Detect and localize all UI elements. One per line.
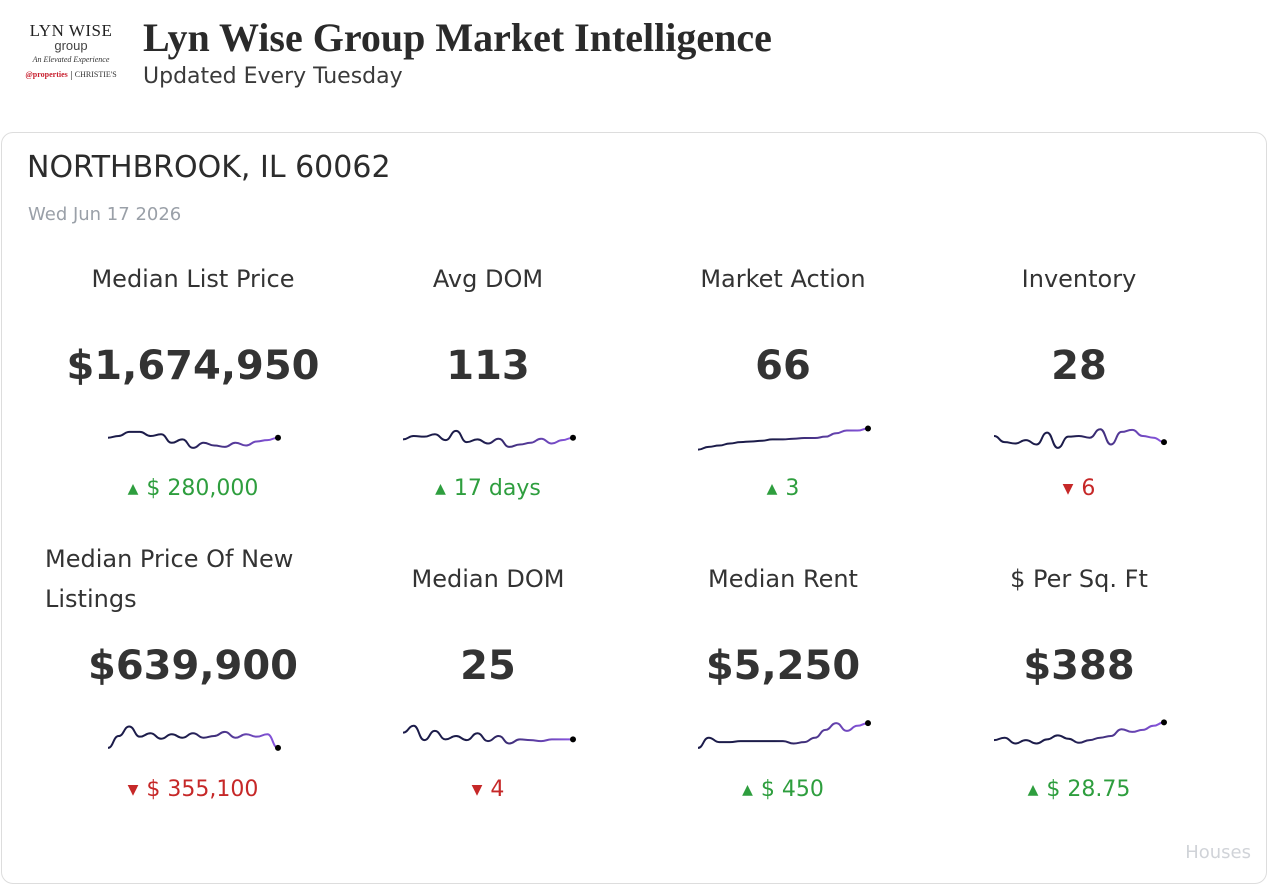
- property-type-label: Houses: [1185, 842, 1251, 863]
- sparkline-path: [697, 427, 869, 451]
- triangle-up-icon: ▲: [1027, 782, 1039, 798]
- sparkline-endpoint: [865, 720, 871, 727]
- metric-value: 113: [446, 343, 530, 389]
- metric-value: $5,250: [705, 643, 861, 689]
- sparkline-path: [402, 429, 574, 448]
- metric-value: 28: [1051, 343, 1107, 389]
- metric-label: Market Action: [700, 265, 866, 293]
- metric-sparkline: [635, 716, 931, 756]
- metric-value: 25: [460, 643, 516, 689]
- sparkline-path: [697, 722, 869, 749]
- metric-value: $388: [1023, 643, 1135, 689]
- metric-label: Avg DOM: [432, 265, 544, 293]
- metric-change: ▲ 17 days: [340, 475, 636, 503]
- metric-change-value: $ 280,000: [146, 476, 259, 501]
- sparkline-path: [993, 428, 1165, 449]
- triangle-down-icon: ▼: [471, 782, 483, 798]
- metric-change: ▲ $ 450: [635, 776, 931, 804]
- metric-change: ▲ 3: [635, 475, 931, 503]
- logo-tagline: An Elevated Experience: [32, 55, 110, 64]
- sparkline-endpoint: [275, 744, 281, 751]
- sparkline-path: [402, 724, 573, 745]
- triangle-up-icon: ▲: [766, 481, 778, 497]
- logo-line-1: LYN WISE: [29, 21, 113, 40]
- page-subtitle: Updated Every Tuesday: [143, 64, 403, 89]
- metric-change-value: $ 450: [760, 777, 824, 802]
- triangle-up-icon: ▲: [742, 782, 753, 798]
- metric-sparkline: [340, 716, 636, 756]
- metric-value: $639,900: [87, 643, 299, 689]
- location-title: NORTHBROOK, IL 60062: [27, 150, 391, 185]
- metric-label: Median DOM: [411, 565, 565, 593]
- sparkline-endpoint: [570, 434, 576, 441]
- report-date: Wed Jun 17 2026: [28, 204, 182, 225]
- metric-label: Median Rent: [708, 565, 858, 593]
- sparkline-endpoint: [1161, 439, 1167, 446]
- triangle-down-icon: ▼: [127, 782, 139, 798]
- sparkline-endpoint: [1161, 719, 1167, 726]
- metric-sparkline: [45, 416, 341, 456]
- metric-change: ▲ $ 280,000: [45, 475, 341, 503]
- christies-brand: CHRISTIE'S: [74, 70, 117, 79]
- metric-value: 66: [755, 343, 811, 389]
- metric-change-value: 4: [490, 777, 505, 802]
- sparkline-path: [107, 430, 279, 449]
- metric-sparkline: [635, 416, 931, 456]
- sparkline-endpoint: [865, 425, 871, 432]
- metric-label: $ Per Sq. Ft: [1010, 565, 1148, 593]
- logo-brands: @properties CHRISTIE'S: [14, 70, 128, 80]
- metric-sparkline: [931, 416, 1227, 456]
- metric-sparkline: [931, 716, 1227, 756]
- triangle-down-icon: ▼: [1062, 481, 1074, 497]
- sparkline-path: [993, 721, 1165, 745]
- metric-label: Inventory: [1021, 265, 1137, 293]
- metric-change: ▲ $ 28.75: [931, 776, 1227, 804]
- metric-change-value: 17 days: [453, 476, 541, 501]
- metric-change: ▼ 4: [340, 776, 636, 804]
- triangle-up-icon: ▲: [435, 481, 446, 497]
- metric-change-value: $ 28.75: [1046, 777, 1131, 802]
- metric-change: ▼ 6: [931, 475, 1227, 503]
- sparkline-endpoint: [275, 434, 281, 441]
- logo-line-2: group: [54, 38, 88, 53]
- properties-brand: @properties: [25, 70, 68, 79]
- metric-change: ▼ $ 355,100: [45, 776, 341, 804]
- metric-label: Median Price Of New Listings: [45, 545, 294, 613]
- metric-change-value: 3: [785, 476, 800, 501]
- brand-logo: LYN WISE group An Elevated Experience @p…: [14, 22, 128, 92]
- metric-sparkline: [45, 716, 341, 756]
- metric-value: $1,674,950: [66, 343, 320, 389]
- page-title: Lyn Wise Group Market Intelligence: [143, 15, 772, 60]
- sparkline-path: [107, 725, 279, 749]
- metric-change-value: 6: [1081, 476, 1096, 501]
- market-card: [1, 132, 1267, 884]
- metric-label: Median List Price: [91, 265, 295, 293]
- sparkline-endpoint: [570, 736, 576, 743]
- triangle-up-icon: ▲: [127, 481, 139, 497]
- metric-change-value: $ 355,100: [146, 777, 259, 802]
- metric-sparkline: [340, 416, 636, 456]
